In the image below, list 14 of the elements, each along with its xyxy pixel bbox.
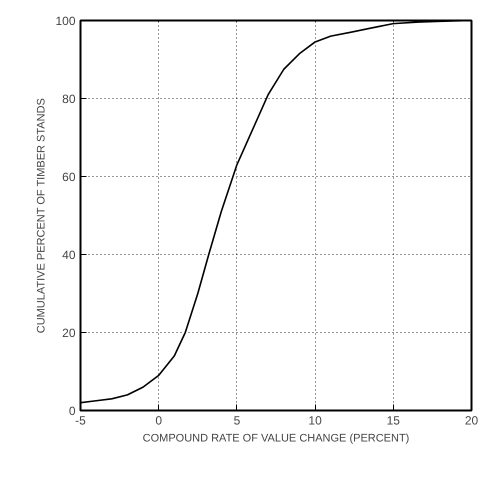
- x-tick-label: 15: [386, 414, 400, 428]
- x-tick-label: 20: [464, 414, 478, 428]
- y-tick-label: 80: [62, 92, 76, 106]
- y-axis-title: CUMULATIVE PERCENT OF TIMBER STANDS: [35, 98, 48, 334]
- x-tick-label: 0: [155, 414, 162, 428]
- x-tick-label: -5: [75, 414, 86, 428]
- x-tick-label: 10: [308, 414, 322, 428]
- x-axis-title: COMPOUND RATE OF VALUE CHANGE (PERCENT): [142, 432, 410, 444]
- y-tick-label: 60: [62, 170, 76, 184]
- x-tick-label: 5: [234, 414, 241, 428]
- y-tick-label: 40: [62, 248, 76, 262]
- y-tick-label: 0: [68, 404, 76, 418]
- y-tick-label: 100: [55, 14, 76, 28]
- y-tick-label: 20: [62, 326, 76, 340]
